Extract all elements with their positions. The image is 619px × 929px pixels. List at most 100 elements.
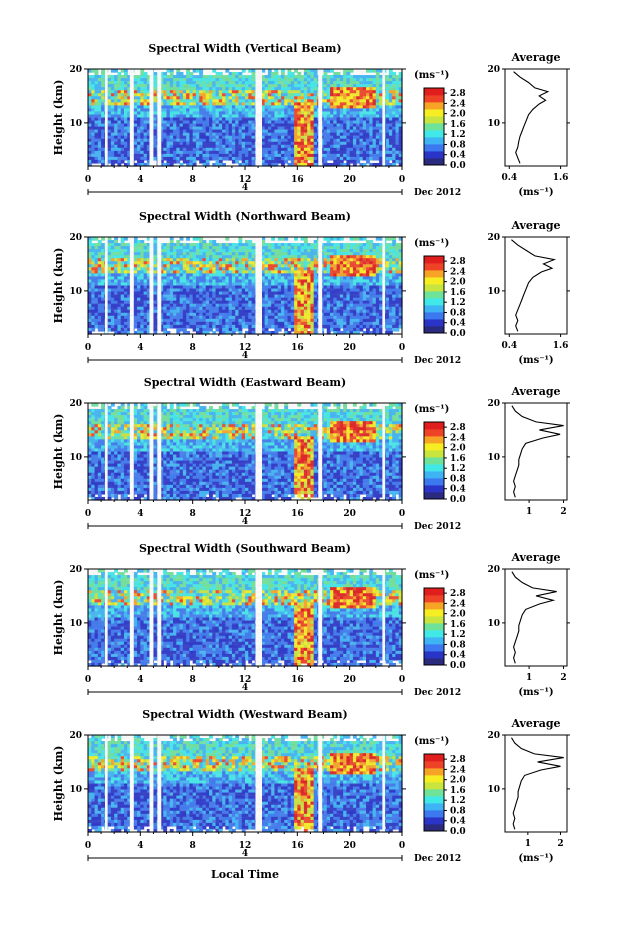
average-frame <box>504 236 568 335</box>
colorbar-swatch <box>424 789 444 797</box>
colorbar-tick-label: 0.8 <box>450 140 466 150</box>
colorbar-tick-label: 2.8 <box>450 257 466 267</box>
y-tick-label: 10 <box>69 785 82 795</box>
colorbar-tick-label: 0.8 <box>450 308 466 318</box>
colorbar-swatch <box>424 137 444 145</box>
y-axis-label: Height (km) <box>52 746 65 822</box>
x-axis-label: Local Time <box>211 868 279 881</box>
average-y-tick-label: 20 <box>487 65 500 75</box>
colorbar-swatch <box>424 284 444 292</box>
colorbar-swatch <box>424 436 444 444</box>
colorbar-swatch <box>424 637 444 645</box>
colorbar-swatch <box>424 102 444 110</box>
heatmap <box>88 237 403 335</box>
average-y-tick-label: 10 <box>487 287 500 297</box>
x-tick-label: 0 <box>85 509 91 519</box>
x-tick-label: 8 <box>190 509 196 519</box>
colorbar-swatch <box>424 609 444 617</box>
colorbar-swatch <box>424 116 444 124</box>
colorbar-swatch <box>424 277 444 285</box>
colorbar-tick-label: 2.4 <box>450 433 466 443</box>
x-tick-label: 20 <box>343 841 356 851</box>
colorbar-swatch <box>424 775 444 783</box>
colorbar-swatch <box>424 602 444 610</box>
colorbar-swatch <box>424 754 444 762</box>
colorbar-tick-label: 0.8 <box>450 474 466 484</box>
colorbar-tick-label: 2.0 <box>450 278 466 288</box>
colorbar-swatch <box>424 651 444 659</box>
x-tick-label: 8 <box>190 841 196 851</box>
x-tick-label: 0 <box>85 343 91 353</box>
colorbar-swatch <box>424 616 444 624</box>
colorbar-swatch <box>424 464 444 472</box>
average-profile-line <box>513 71 550 164</box>
colorbar-tick-label: 2.8 <box>450 755 466 765</box>
heatmap <box>88 569 403 667</box>
y-axis-label: Height (km) <box>52 80 65 156</box>
average-title: Average <box>510 219 560 232</box>
x-tick-label: 20 <box>343 675 356 685</box>
colorbar-tick-label: 1.2 <box>450 464 466 474</box>
month-label: Dec 2012 <box>414 188 461 198</box>
colorbar-swatch <box>424 595 444 603</box>
y-tick-label: 20 <box>69 399 82 409</box>
average-title: Average <box>510 51 560 64</box>
colorbar-tick-label: 2.4 <box>450 599 466 609</box>
colorbar-tick-label: 2.0 <box>450 610 466 620</box>
average-x-label: (ms⁻¹) <box>518 355 553 366</box>
average-x-tick-label: 1.6 <box>553 341 569 351</box>
colorbar-swatch <box>424 88 444 96</box>
colorbar-swatch <box>424 291 444 299</box>
y-tick-label: 10 <box>69 119 82 129</box>
x-tick-label: 16 <box>291 509 304 519</box>
colorbar-tick-label: 2.0 <box>450 444 466 454</box>
colorbar-tick-label: 1.2 <box>450 130 466 140</box>
y-axis-label: Height (km) <box>52 248 65 324</box>
colorbar-tick-label: 0.4 <box>450 151 466 161</box>
colorbar-swatch <box>424 326 444 334</box>
x-tick-label: 4 <box>137 175 143 185</box>
x-tick-label: 16 <box>291 343 304 353</box>
month-label: Dec 2012 <box>414 854 461 864</box>
colorbar-swatch <box>424 630 444 638</box>
colorbar-swatch <box>424 158 444 166</box>
day-label: 4 <box>242 683 248 693</box>
day-label: 4 <box>242 183 248 193</box>
month-label: Dec 2012 <box>414 522 461 532</box>
average-title: Average <box>510 551 560 564</box>
colorbar-swatch <box>424 623 444 631</box>
x-tick-label: 0 <box>399 509 405 519</box>
colorbar-swatch <box>424 658 444 666</box>
colorbar-tick-label: 0.0 <box>450 495 466 505</box>
colorbar-swatch <box>424 109 444 117</box>
average-x-tick-label: 2 <box>557 839 563 849</box>
heatmap <box>88 735 403 833</box>
panel-title: Spectral Width (Eastward Beam) <box>144 376 346 389</box>
x-tick-label: 0 <box>399 675 405 685</box>
x-tick-label: 12 <box>239 841 252 851</box>
average-frame <box>504 734 568 833</box>
colorbar-swatch <box>424 810 444 818</box>
y-tick-label: 10 <box>69 453 82 463</box>
colorbar-swatch <box>424 270 444 278</box>
x-tick-label: 0 <box>399 175 405 185</box>
colorbar-tick-label: 2.4 <box>450 765 466 775</box>
colorbar-swatch <box>424 478 444 486</box>
colorbar-tick-label: 0.8 <box>450 806 466 816</box>
colorbar-swatch <box>424 761 444 769</box>
colorbar-tick-label: 0.0 <box>450 329 466 339</box>
panel-2: Spectral Width (Eastward Beam)1020Height… <box>52 376 570 532</box>
average-x-tick-label: 1.6 <box>553 173 569 183</box>
colorbar-swatch <box>424 305 444 313</box>
x-tick-label: 8 <box>190 175 196 185</box>
colorbar-swatch <box>424 768 444 776</box>
average-x-tick-label: 2 <box>560 673 566 683</box>
x-tick-label: 20 <box>343 175 356 185</box>
average-x-tick-label: 1 <box>525 839 531 849</box>
colorbar-swatch <box>424 443 444 451</box>
day-label: 4 <box>242 351 248 361</box>
x-tick-label: 16 <box>291 841 304 851</box>
average-profile-line <box>511 405 564 498</box>
colorbar-tick-label: 0.0 <box>450 161 466 171</box>
colorbar-swatch <box>424 319 444 327</box>
